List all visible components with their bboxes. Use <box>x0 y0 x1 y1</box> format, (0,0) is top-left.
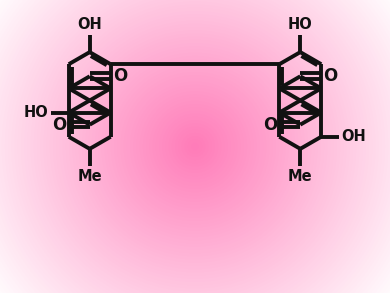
Circle shape <box>38 0 352 293</box>
Circle shape <box>105 57 285 236</box>
Text: Me: Me <box>77 169 102 184</box>
Circle shape <box>121 73 269 220</box>
Circle shape <box>64 15 326 278</box>
Circle shape <box>60 12 330 281</box>
Text: OH: OH <box>342 129 366 144</box>
Text: O: O <box>263 116 277 134</box>
Circle shape <box>89 41 301 252</box>
Circle shape <box>192 143 198 150</box>
Text: OH: OH <box>77 17 102 32</box>
Circle shape <box>41 0 349 293</box>
Circle shape <box>185 137 205 156</box>
Text: O: O <box>323 67 338 85</box>
Circle shape <box>83 34 307 259</box>
Circle shape <box>99 50 291 243</box>
Circle shape <box>22 0 368 293</box>
Circle shape <box>112 63 278 230</box>
Circle shape <box>76 28 314 265</box>
Text: O: O <box>52 116 67 134</box>
Circle shape <box>118 69 272 224</box>
Circle shape <box>147 98 243 195</box>
Circle shape <box>54 5 336 288</box>
Text: HO: HO <box>288 17 313 32</box>
Circle shape <box>31 0 359 293</box>
Circle shape <box>28 0 362 293</box>
Circle shape <box>137 89 253 204</box>
Circle shape <box>160 111 230 182</box>
Circle shape <box>25 0 365 293</box>
Circle shape <box>96 47 294 246</box>
Circle shape <box>15 0 375 293</box>
Text: Me: Me <box>288 169 313 184</box>
Circle shape <box>51 2 339 291</box>
Circle shape <box>108 60 282 233</box>
Circle shape <box>86 38 304 255</box>
Circle shape <box>124 76 266 217</box>
Circle shape <box>73 25 317 268</box>
Circle shape <box>131 82 259 211</box>
Circle shape <box>6 0 384 293</box>
Circle shape <box>140 92 250 201</box>
Circle shape <box>166 117 224 176</box>
Circle shape <box>128 79 262 214</box>
Circle shape <box>144 95 246 198</box>
Circle shape <box>70 21 320 272</box>
Circle shape <box>163 114 227 179</box>
Circle shape <box>153 105 237 188</box>
Circle shape <box>189 140 201 153</box>
Circle shape <box>48 0 342 293</box>
Circle shape <box>12 0 378 293</box>
Circle shape <box>67 18 323 275</box>
Circle shape <box>102 53 288 240</box>
Circle shape <box>80 31 310 262</box>
Circle shape <box>182 134 208 159</box>
Circle shape <box>179 130 211 163</box>
Circle shape <box>92 44 298 249</box>
Circle shape <box>44 0 346 293</box>
Circle shape <box>35 0 355 293</box>
Circle shape <box>134 86 256 207</box>
Circle shape <box>57 8 333 285</box>
Circle shape <box>115 66 275 227</box>
Circle shape <box>9 0 381 293</box>
Circle shape <box>150 102 240 191</box>
Text: HO: HO <box>24 105 48 120</box>
Text: O: O <box>113 67 127 85</box>
Circle shape <box>18 0 372 293</box>
Circle shape <box>172 124 218 169</box>
Circle shape <box>169 121 221 172</box>
Circle shape <box>156 108 234 185</box>
Circle shape <box>176 127 214 166</box>
